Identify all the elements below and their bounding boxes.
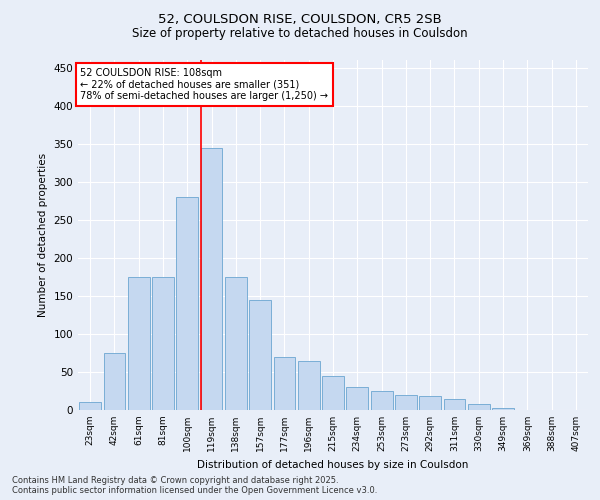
- Bar: [152, 277, 174, 410]
- Bar: [249, 300, 271, 410]
- Bar: [274, 356, 295, 410]
- Text: Size of property relative to detached houses in Coulsdon: Size of property relative to detached ho…: [132, 28, 468, 40]
- Bar: [176, 197, 198, 410]
- Bar: [492, 408, 514, 410]
- Bar: [371, 391, 392, 410]
- Bar: [419, 396, 441, 410]
- Bar: [346, 387, 368, 410]
- Bar: [79, 402, 101, 410]
- Bar: [200, 148, 223, 410]
- Bar: [128, 277, 149, 410]
- Text: 52, COULSDON RISE, COULSDON, CR5 2SB: 52, COULSDON RISE, COULSDON, CR5 2SB: [158, 12, 442, 26]
- Text: 52 COULSDON RISE: 108sqm
← 22% of detached houses are smaller (351)
78% of semi-: 52 COULSDON RISE: 108sqm ← 22% of detach…: [80, 68, 328, 101]
- X-axis label: Distribution of detached houses by size in Coulsdon: Distribution of detached houses by size …: [197, 460, 469, 469]
- Bar: [104, 353, 125, 410]
- Bar: [395, 395, 417, 410]
- Bar: [443, 398, 466, 410]
- Text: Contains HM Land Registry data © Crown copyright and database right 2025.
Contai: Contains HM Land Registry data © Crown c…: [12, 476, 377, 495]
- Bar: [225, 277, 247, 410]
- Bar: [322, 376, 344, 410]
- Bar: [468, 404, 490, 410]
- Y-axis label: Number of detached properties: Number of detached properties: [38, 153, 48, 317]
- Bar: [298, 360, 320, 410]
